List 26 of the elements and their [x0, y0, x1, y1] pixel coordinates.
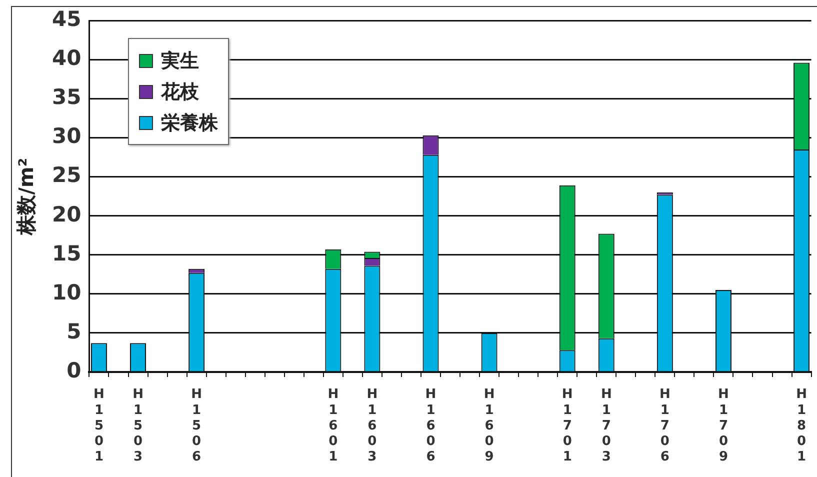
x-tick-label: H1609	[484, 387, 495, 465]
x-tick-label: H1506	[191, 387, 202, 465]
legend-label: 栄養株	[161, 110, 218, 136]
legend-label: 実生	[161, 48, 199, 74]
y-tick-label: 25	[52, 163, 82, 188]
y-tick-label: 20	[52, 202, 82, 226]
x-tick-label: H1503	[132, 387, 144, 465]
x-tick-label: H1501	[94, 387, 104, 465]
y-tick-label: 10	[52, 280, 82, 304]
x-tick-label: H1703	[600, 387, 612, 465]
x-tick-label: H1606	[425, 387, 436, 465]
y-tick-label: 15	[52, 241, 82, 266]
y-tick-label: 35	[52, 85, 82, 110]
x-tick-label: H1709	[718, 387, 729, 465]
y-tick-label: 45	[52, 7, 82, 32]
y-tick-label: 40	[52, 46, 82, 70]
y-tick-label: 0	[66, 358, 82, 382]
x-tick-label: H1601	[328, 387, 339, 465]
x-tick-label: H1706	[659, 387, 670, 465]
y-tick-label: 30	[52, 124, 82, 148]
y-tick-label: 5	[66, 319, 82, 344]
legend-label: 花枝	[161, 80, 199, 104]
y-axis-title: 株数/m²	[14, 158, 38, 236]
x-tick-label: H1701	[562, 387, 573, 465]
x-tick-label: H1801	[796, 387, 807, 465]
x-tick-label: H1603	[366, 387, 378, 465]
